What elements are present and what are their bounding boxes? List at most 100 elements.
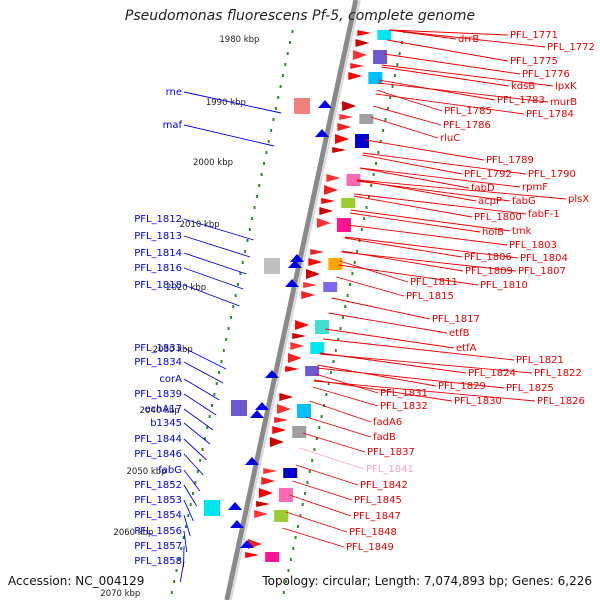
right-gene-label-etfB: etfB: [449, 328, 470, 339]
right-gene-leader: [306, 416, 372, 438]
right-gene-label-fabF-1: fabF-1: [528, 209, 560, 220]
right-gene-label-PFL_1848: PFL_1848: [349, 527, 397, 538]
ruler-dot: [299, 514, 302, 517]
right-strand-gene-arrow: [261, 477, 276, 485]
ruler-dot: [237, 283, 240, 286]
left-gene-leader: [183, 252, 247, 275]
ruler-dot: [294, 536, 297, 539]
ruler-dot: [372, 173, 375, 176]
right-gene-leader: [289, 494, 352, 517]
right-gene-leader: [353, 195, 473, 218]
right-gene-leader: [312, 386, 379, 407]
ruler-dot: [356, 250, 359, 253]
right-gene-label-fadA6: fadA6: [373, 417, 402, 428]
left-gene-label-PFL_1833: PFL_1833: [134, 343, 182, 354]
ruler-dot: [180, 547, 183, 550]
left-strand-gene-arrow: [288, 260, 302, 268]
right-strand-gene-arrow: [285, 366, 300, 372]
ruler-dot: [285, 580, 288, 583]
ruler-dot: [270, 129, 273, 132]
right-gene-label-fabG: fabG: [512, 196, 536, 207]
ruler-dot: [306, 481, 309, 484]
left-gene-leader: [183, 422, 211, 445]
ruler-dot: [363, 217, 366, 220]
map-title: Pseudomonas fluorescens Pf-5, complete g…: [124, 8, 476, 24]
ruler-dot: [255, 195, 258, 198]
right-gene-label-PFL_1775: PFL_1775: [510, 56, 558, 67]
left-gene-label-PFL_1854: PFL_1854: [134, 510, 182, 521]
right-strand-gene-arrow: [292, 333, 307, 339]
ruler-dot: [320, 415, 323, 418]
right-gene-leader: [356, 180, 511, 202]
ruler-dot: [291, 30, 294, 33]
ruler-tick-label: 2030 kbp: [153, 345, 193, 355]
right-gene-label-PFL_1815: PFL_1815: [406, 291, 454, 302]
right-strand-gene-arrow: [263, 468, 278, 474]
right-strand-gene-arrow: [269, 437, 284, 447]
ruler-tick-label: 2070 kbp: [100, 589, 140, 599]
left-gene-label-PFL_1853: PFL_1853: [134, 495, 182, 506]
accession-label: Accession: NC_004129: [8, 574, 145, 588]
ruler-dot: [360, 228, 363, 231]
ruler-tick-label: 1990 kbp: [206, 98, 246, 108]
left-strand-gene-arrow: [250, 410, 264, 418]
ruler-dot: [351, 272, 354, 275]
ruler-dot: [206, 426, 209, 429]
right-gene-label-PFL_1822: PFL_1822: [534, 368, 582, 379]
right-gene-label-PFL_1832: PFL_1832: [380, 401, 428, 412]
right-strand-gene-arrow: [319, 207, 334, 215]
ruler-dot: [396, 63, 399, 66]
right-strand-gene-arrow: [301, 291, 316, 299]
ruler-dot: [286, 52, 289, 55]
right-gene-leader: [336, 276, 405, 297]
ruler-dot: [391, 85, 394, 88]
left-gene-label-PFL_1816: PFL_1816: [134, 263, 182, 274]
ruler-dot: [398, 52, 401, 55]
gene-feature-bar: [274, 510, 289, 522]
right-strand-gene-arrow: [339, 114, 354, 120]
ruler-dot: [184, 525, 187, 528]
ruler-dot: [315, 437, 318, 440]
right-gene-label-murB: murB: [550, 97, 577, 108]
ruler-tick-label: 2060 kbp: [113, 528, 153, 538]
ruler-dot: [267, 140, 270, 143]
gene-feature-bar: [323, 282, 338, 292]
right-strand-gene-arrow: [276, 404, 291, 414]
right-strand-gene-arrow: [350, 63, 365, 69]
right-strand-gene-arrow: [274, 417, 289, 423]
right-strand-gene-arrow: [258, 488, 273, 498]
ruler-dot: [325, 393, 328, 396]
right-gene-leader: [362, 152, 527, 175]
left-strand-gene-arrow: [285, 279, 299, 287]
right-strand-gene-arrow: [321, 198, 336, 204]
ruler-dot: [208, 415, 211, 418]
right-strand-gene-arrow: [357, 30, 372, 36]
ruler-dot: [274, 107, 277, 110]
right-gene-label-holB: holB: [482, 227, 504, 238]
right-gene-label-PFL_1847: PFL_1847: [353, 511, 401, 522]
ruler-dot: [332, 360, 335, 363]
ruler-dot: [232, 305, 235, 308]
right-gene-leader: [365, 139, 485, 161]
ruler-dot: [287, 569, 290, 572]
ruler-dot: [330, 371, 333, 374]
right-strand-gene-arrow: [295, 320, 310, 330]
right-gene-leader: [331, 297, 431, 320]
left-gene-leader: [183, 393, 217, 416]
right-gene-label-PFL_1806: PFL_1806: [464, 252, 512, 263]
right-gene-label-fabD: fabD: [471, 183, 495, 194]
ruler-dot: [234, 294, 237, 297]
right-gene-leader: [347, 224, 508, 246]
right-gene-leader: [322, 338, 515, 361]
right-gene-label-PFL_1841: PFL_1841: [366, 464, 414, 475]
right-gene-leader: [292, 480, 353, 501]
ruler-dot: [229, 316, 232, 319]
ruler-dot: [382, 129, 385, 132]
right-gene-leader: [359, 167, 521, 188]
left-gene-leader: [183, 438, 207, 461]
left-gene-label-PFL_1857: PFL_1857: [134, 541, 182, 552]
right-gene-leader: [328, 312, 448, 334]
ruler-dot: [196, 470, 199, 473]
right-gene-label-plsX: plsX: [568, 194, 589, 205]
